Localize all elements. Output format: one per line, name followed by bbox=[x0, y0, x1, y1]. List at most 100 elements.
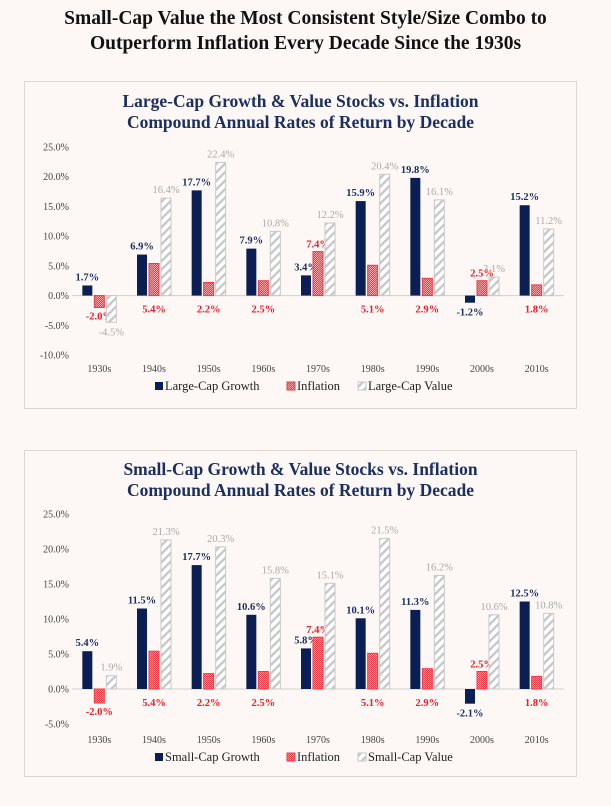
legend-item: Small-Cap Growth bbox=[155, 750, 261, 764]
y-tick-label: 25.0% bbox=[43, 143, 69, 154]
legend-item: Inflation bbox=[286, 379, 341, 393]
y-tick-label: 20.0% bbox=[43, 545, 69, 556]
inflation-data-label: 2.9% bbox=[416, 305, 440, 316]
value-data-label: 16.2% bbox=[426, 563, 453, 574]
growth-data-label: 11.5% bbox=[128, 596, 156, 607]
value-data-label: 10.6% bbox=[480, 602, 507, 613]
chart-title-line2: Compound Annual Rates of Return by Decad… bbox=[126, 480, 475, 500]
inflation-bar bbox=[93, 688, 105, 704]
large-cap-chart: 25.0% 20.0% 15.0% 10.0% 5.0% 0.0% -5.0% -10.0% 1… bbox=[40, 143, 564, 393]
value-data-label: -4.5% bbox=[99, 327, 125, 338]
inflation-bar bbox=[203, 281, 215, 297]
inflation-data-label: 5.4% bbox=[142, 698, 166, 709]
inflation-data-label: 7.4% bbox=[306, 240, 330, 251]
growth-bar bbox=[465, 295, 475, 303]
value-data-label: 10.8% bbox=[535, 600, 562, 611]
value-data-label: 3.1% bbox=[483, 264, 505, 275]
value-bar bbox=[269, 577, 281, 690]
value-data-label: 1.9% bbox=[100, 663, 122, 674]
inflation-bar bbox=[257, 671, 269, 690]
value-bar bbox=[215, 161, 227, 297]
value-data-label: 11.2% bbox=[535, 216, 562, 227]
growth-data-label: 3.4% bbox=[294, 262, 318, 273]
value-data-label: 21.5% bbox=[371, 526, 398, 537]
inflation-data-label: 2.5% bbox=[252, 305, 276, 316]
x-tick-label: 1960s bbox=[251, 364, 275, 375]
large-cap-chart-panel: Large-Cap Growth & Value Stocks vs. Infl… bbox=[24, 81, 577, 409]
value-bar bbox=[324, 582, 336, 690]
value-data-label: 16.4% bbox=[152, 185, 179, 196]
growth-data-label: 5.4% bbox=[76, 638, 100, 649]
growth-data-label: 10.1% bbox=[346, 605, 375, 616]
inflation-bar bbox=[148, 262, 160, 297]
inflation-data-label: 2.2% bbox=[197, 305, 221, 316]
growth-bar bbox=[355, 618, 366, 689]
y-tick-label: 0.0% bbox=[48, 291, 69, 302]
growth-bar bbox=[137, 254, 147, 296]
growth-data-label: 17.7% bbox=[182, 177, 211, 188]
inflation-bar bbox=[148, 650, 160, 690]
y-tick-label: 20.0% bbox=[43, 172, 69, 183]
inflation-bar bbox=[421, 668, 433, 690]
growth-data-label: 6.9% bbox=[130, 242, 154, 253]
growth-data-label: 5.8% bbox=[294, 635, 318, 646]
value-data-label: 22.4% bbox=[207, 149, 234, 160]
value-bar bbox=[160, 539, 172, 690]
growth-bar bbox=[465, 689, 475, 704]
growth-legend-swatch bbox=[155, 382, 163, 390]
chart-title-line1: Large-Cap Growth & Value Stocks vs. Infl… bbox=[122, 91, 479, 111]
legend-item: Small-Cap Value bbox=[357, 750, 453, 764]
small-cap-chart-panel: Small-Cap Growth & Value Stocks vs. Infl… bbox=[24, 450, 577, 777]
x-tick-label: 1980s bbox=[361, 735, 385, 746]
x-tick-label: 1950s bbox=[197, 735, 221, 746]
value-bar bbox=[324, 222, 336, 297]
x-tick-label: 2000s bbox=[470, 364, 494, 375]
small-cap-chart: 25.0% 20.0% 15.0% 10.0% 5.0% 0.0% -5.0% 1930s 5.… bbox=[43, 510, 564, 764]
legend-label: Inflation bbox=[297, 750, 341, 764]
growth-data-label: 15.2% bbox=[510, 192, 539, 203]
x-tick-label: 1990s bbox=[415, 364, 439, 375]
value-data-label: 12.2% bbox=[316, 210, 343, 221]
x-tick-label: 1940s bbox=[142, 364, 166, 375]
legend-label: Large-Cap Value bbox=[368, 379, 453, 393]
value-legend-swatch bbox=[357, 381, 367, 391]
legend-label: Small-Cap Value bbox=[368, 750, 453, 764]
growth-bar bbox=[246, 248, 257, 296]
legend: Large-Cap Growth Inflation Large-Cap Value bbox=[155, 379, 453, 393]
x-tick-label: 1940s bbox=[142, 735, 166, 746]
inflation-bar bbox=[531, 675, 543, 690]
x-tick-label: 1970s bbox=[306, 364, 330, 375]
value-bar bbox=[433, 199, 445, 297]
x-tick-label: 2010s bbox=[525, 364, 549, 375]
inflation-data-label: 5.1% bbox=[361, 305, 385, 316]
value-bar bbox=[269, 230, 281, 297]
y-tick-label: -5.0% bbox=[45, 321, 69, 332]
x-tick-label: 1950s bbox=[197, 364, 221, 375]
legend-item: Large-Cap Growth bbox=[155, 379, 260, 393]
value-bar bbox=[105, 675, 117, 690]
value-data-label: 16.1% bbox=[426, 187, 453, 198]
inflation-legend-swatch bbox=[286, 381, 296, 391]
value-bar bbox=[215, 546, 227, 690]
value-bar bbox=[105, 295, 117, 323]
inflation-data-label: 2.5% bbox=[252, 698, 276, 709]
x-tick-label: 1970s bbox=[306, 735, 330, 746]
value-data-label: 20.3% bbox=[207, 534, 234, 545]
x-tick-label: 2010s bbox=[525, 735, 549, 746]
main-title-line1: Small-Cap Value the Most Consistent Styl… bbox=[64, 8, 547, 29]
value-data-label: 10.8% bbox=[262, 218, 289, 229]
inflation-data-label: 5.1% bbox=[361, 698, 385, 709]
inflation-data-label: 2.9% bbox=[416, 698, 440, 709]
legend-item: Large-Cap Value bbox=[357, 379, 453, 393]
inflation-bar bbox=[476, 671, 488, 690]
x-tick-label: 1980s bbox=[361, 364, 385, 375]
value-data-label: 20.4% bbox=[371, 161, 398, 172]
main-title: Small-Cap Value the Most Consistent Styl… bbox=[0, 6, 611, 56]
x-tick-label: 1990s bbox=[415, 735, 439, 746]
value-data-label: 15.1% bbox=[316, 570, 343, 581]
growth-bar bbox=[301, 648, 311, 689]
inflation-data-label: 1.8% bbox=[525, 698, 549, 709]
growth-data-label: 11.3% bbox=[401, 597, 429, 608]
value-legend-swatch bbox=[357, 752, 367, 762]
inflation-data-label: 2.5% bbox=[470, 660, 494, 671]
